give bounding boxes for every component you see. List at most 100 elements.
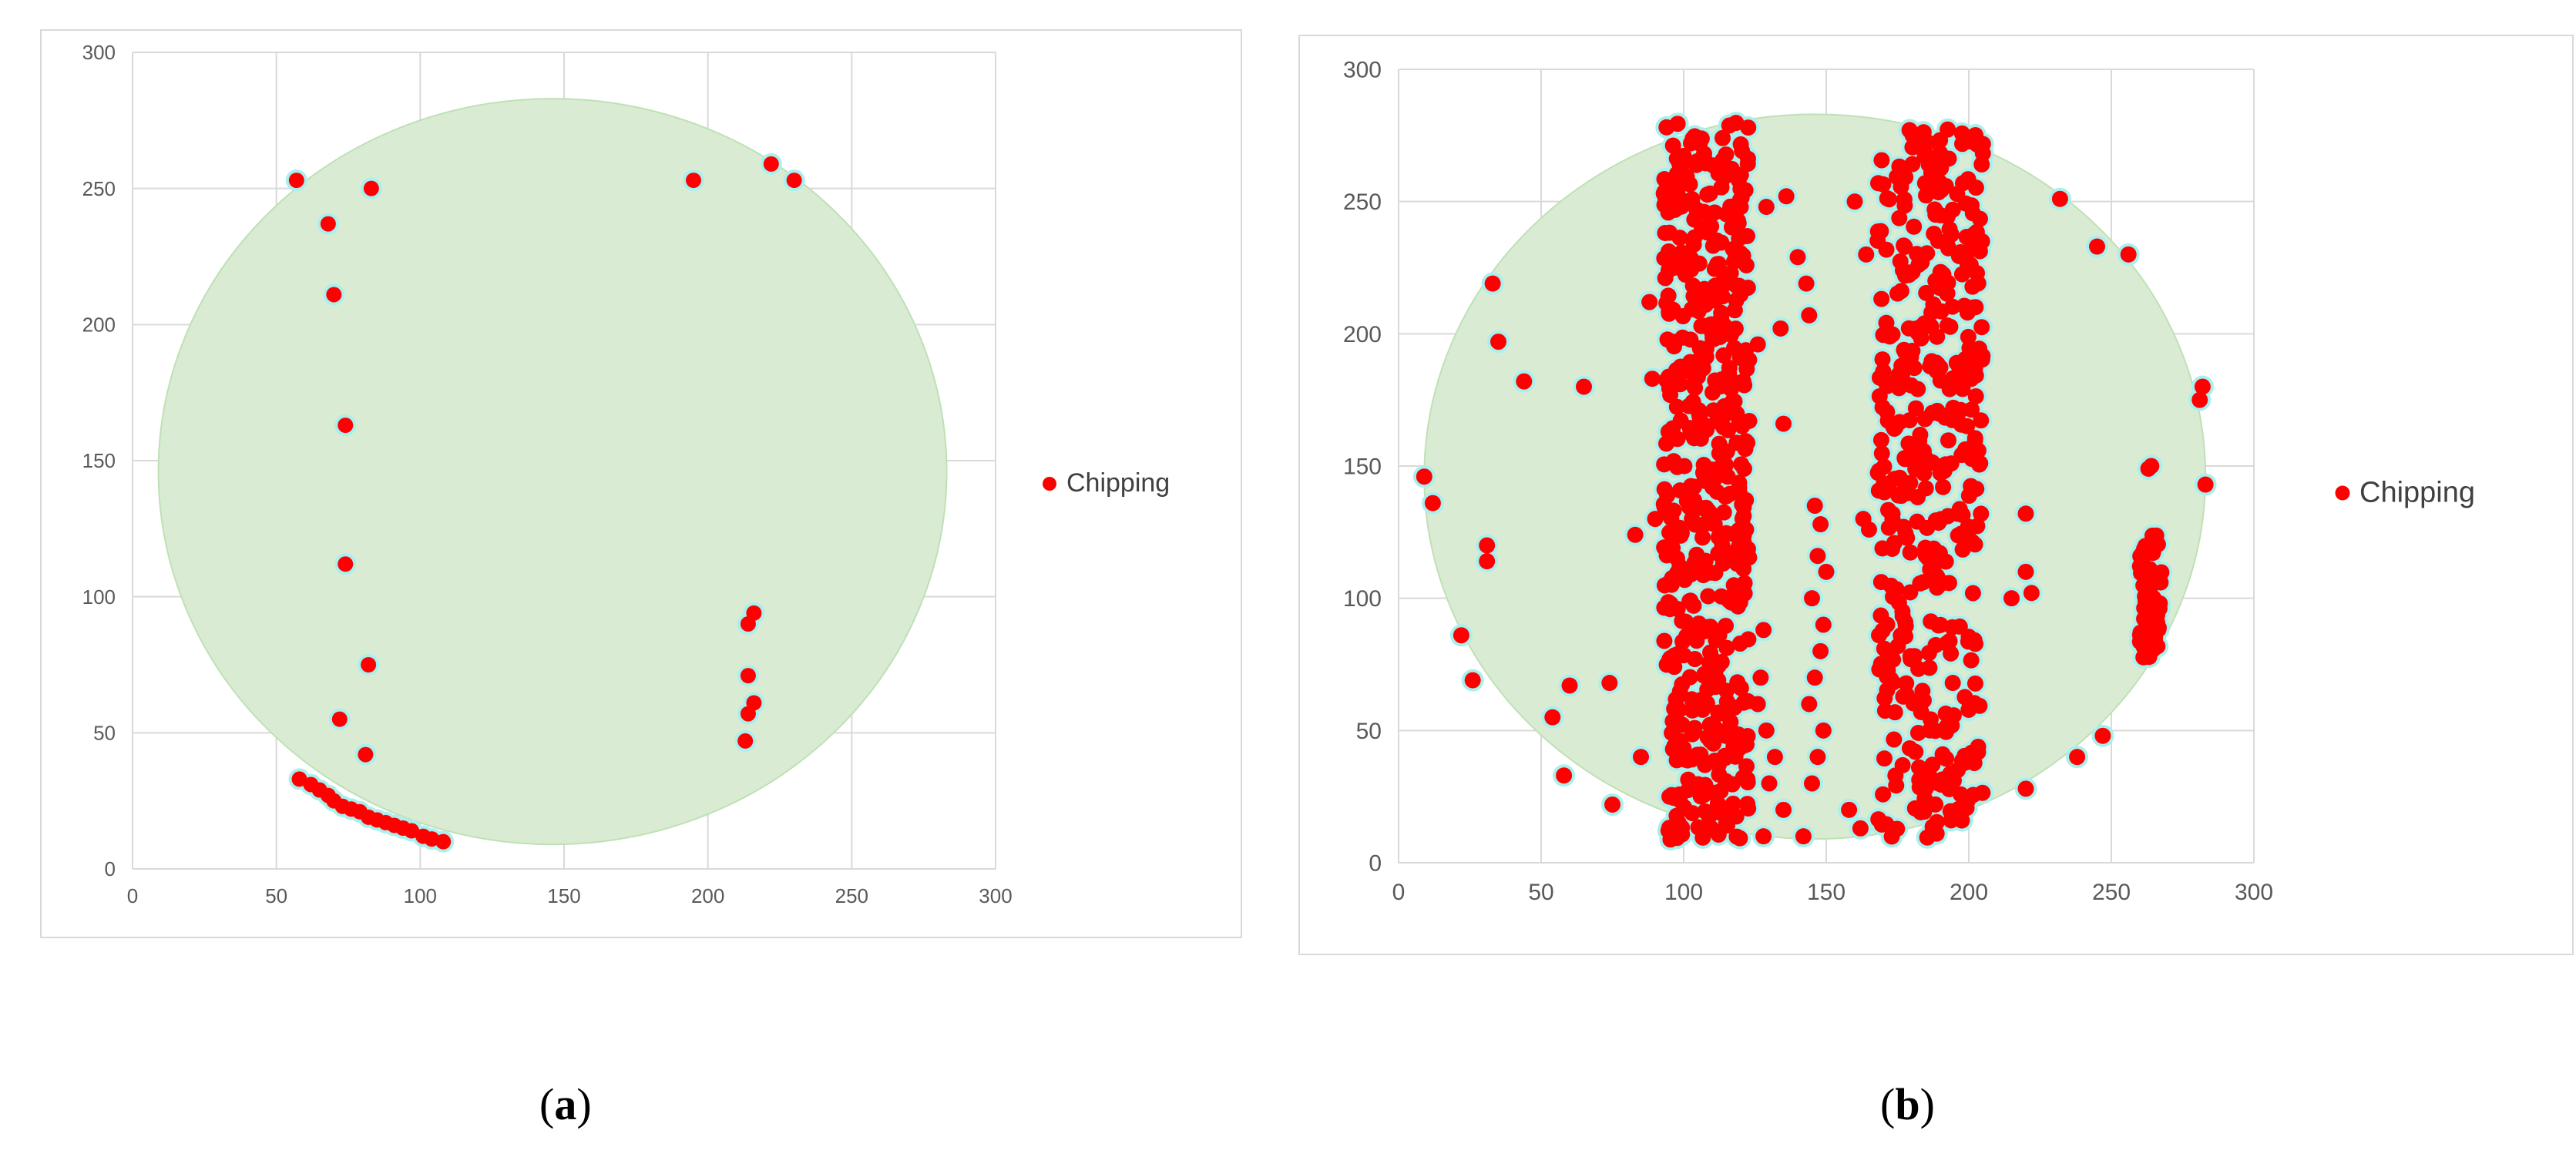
- chipping-point: [1895, 688, 1912, 705]
- chipping-point: [1900, 320, 1917, 337]
- chipping-point: [1739, 728, 1756, 745]
- chipping-point: [338, 418, 354, 434]
- legend-marker: [2335, 485, 2350, 501]
- chipping-point: [1758, 199, 1775, 216]
- chipping-point: [2197, 476, 2214, 493]
- chipping-point: [1896, 451, 1913, 468]
- chipping-point: [1910, 759, 1927, 776]
- chipping-point: [1667, 201, 1684, 218]
- chipping-point: [1924, 404, 1941, 421]
- chipping-point: [1735, 344, 1751, 361]
- chipping-point: [1718, 443, 1735, 460]
- chipping-point: [1960, 488, 1977, 505]
- chipping-point: [358, 746, 374, 763]
- chipping-point: [2151, 600, 2168, 617]
- chipping-point: [1657, 224, 1674, 241]
- chipping-point: [1917, 480, 1934, 497]
- chipping-point: [1668, 166, 1685, 183]
- chipping-point: [1758, 722, 1775, 739]
- chipping-point: [1684, 191, 1701, 208]
- chipping-point: [1686, 555, 1703, 572]
- chipping-point: [1915, 443, 1932, 460]
- chipping-point: [288, 173, 304, 189]
- y-tick-label: 100: [1343, 586, 1382, 612]
- chipping-point: [1949, 505, 1966, 522]
- x-tick-label: 300: [2235, 880, 2273, 905]
- chipping-point: [2017, 563, 2034, 580]
- chipping-point: [1879, 190, 1896, 207]
- y-tick-label: 100: [82, 585, 116, 609]
- chipping-point: [1690, 819, 1707, 836]
- chipping-point: [1883, 828, 1900, 845]
- chipping-point: [1941, 221, 1958, 238]
- chipping-point: [1544, 709, 1561, 726]
- chipping-point: [1659, 487, 1676, 504]
- chipping-point: [1913, 803, 1929, 820]
- chipping-point: [1772, 320, 1789, 337]
- chipping-point: [1740, 631, 1757, 648]
- chipping-point: [1662, 387, 1679, 404]
- chipping-points: [1412, 112, 2217, 851]
- chipping-point: [1966, 432, 1983, 449]
- chipping-point: [1923, 613, 1940, 630]
- chipping-point: [1967, 179, 1984, 196]
- chipping-point: [1695, 667, 1712, 684]
- legend-marker: [1043, 477, 1056, 491]
- chipping-point: [1789, 249, 1806, 266]
- chipping-point: [1658, 295, 1675, 312]
- chipping-point: [1896, 197, 1913, 214]
- chipping-point: [2017, 780, 2034, 797]
- chipping-point: [1686, 211, 1703, 228]
- chipping-point: [1706, 204, 1723, 221]
- chipping-point: [1686, 719, 1703, 736]
- chipping-point: [1714, 129, 1731, 146]
- chipping-point: [1897, 169, 1914, 186]
- y-tick-label: 200: [1343, 322, 1382, 347]
- chipping-point: [1731, 230, 1748, 247]
- chipping-point: [1698, 499, 1715, 516]
- chipping-point: [1900, 267, 1917, 283]
- chipping-point: [1874, 351, 1891, 368]
- chipping-point: [1684, 511, 1701, 528]
- chipping-point: [1705, 735, 1722, 752]
- chipping-point: [1717, 158, 1734, 175]
- chipping-point: [1973, 505, 1990, 522]
- chipping-point: [1669, 703, 1686, 720]
- x-tick-label: 0: [127, 884, 138, 907]
- chipping-point: [1916, 175, 1933, 192]
- chipping-point: [1556, 767, 1573, 784]
- chipping-point: [1671, 683, 1688, 700]
- x-tick-label: 250: [2092, 880, 2131, 905]
- chipping-point: [1668, 398, 1685, 415]
- chipping-point: [1749, 336, 1766, 353]
- chipping-point: [686, 173, 701, 189]
- chipping-point: [1660, 262, 1677, 279]
- chipping-point: [1516, 373, 1533, 390]
- chipping-point: [1694, 529, 1711, 546]
- y-tick-label: 200: [82, 313, 116, 336]
- chipping-point: [1725, 525, 1741, 542]
- chipping-point: [1778, 188, 1795, 205]
- chipping-point: [1561, 677, 1578, 694]
- chipping-point: [1961, 695, 1978, 712]
- chipping-point: [326, 287, 342, 303]
- chipping-point: [1870, 811, 1887, 828]
- chipping-point: [1715, 347, 1732, 364]
- chipping-point: [1873, 445, 1890, 462]
- chipping-point: [1658, 119, 1675, 136]
- chipping-point: [1972, 210, 1989, 227]
- chipping-point: [1806, 498, 1823, 514]
- chipping-point: [1886, 731, 1903, 748]
- chipping-point: [1897, 525, 1914, 542]
- chipping-point: [1953, 447, 1970, 464]
- chipping-point: [1761, 775, 1778, 792]
- x-tick-label: 150: [547, 884, 580, 907]
- chipping-point: [1942, 318, 1959, 335]
- chipping-point: [1713, 179, 1730, 196]
- chipping-point: [1885, 418, 1902, 434]
- chipping-point: [1738, 257, 1755, 273]
- chipping-point: [1894, 608, 1911, 625]
- chipping-point: [1872, 607, 1889, 624]
- chipping-point: [1691, 408, 1708, 425]
- chipping-point: [1927, 273, 1944, 290]
